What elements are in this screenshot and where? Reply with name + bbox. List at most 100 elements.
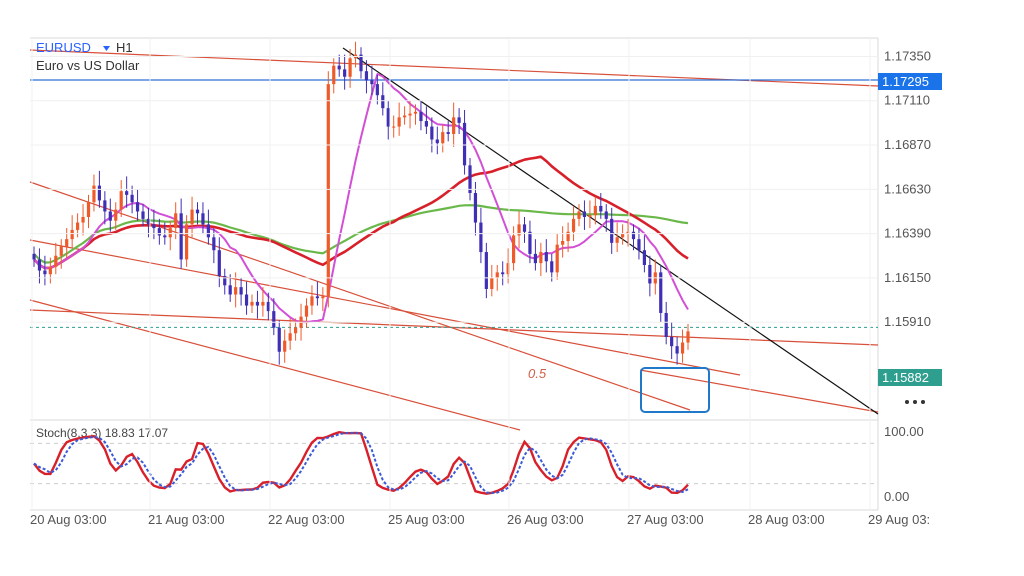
time-tick-label: 27 Aug 03:00 [627, 512, 704, 527]
candle-body [217, 250, 221, 277]
candle-body [593, 205, 597, 216]
candle-body [435, 139, 439, 144]
candle-body [604, 211, 608, 219]
candle-body [479, 222, 483, 253]
candle-body [234, 287, 238, 295]
candle-body [168, 228, 172, 238]
candle-body [430, 126, 434, 140]
candle-body [512, 235, 516, 264]
candle-body [48, 266, 52, 275]
candle-body [212, 237, 216, 251]
time-axis[interactable]: 20 Aug 03:00 21 Aug 03:00 22 Aug 03:00 25 A… [30, 38, 930, 527]
price-tick-label: 1.17350 [884, 48, 931, 63]
candle-body [135, 202, 140, 212]
candle-body [288, 333, 292, 341]
more-dots-icon[interactable] [905, 400, 925, 404]
candle-body [588, 215, 592, 218]
candle-body [283, 340, 287, 352]
candle-body [670, 336, 674, 347]
candle-body [315, 296, 319, 299]
price-tag-resistance-label: 1.17295 [882, 74, 929, 89]
candle-body [250, 301, 254, 306]
candle-body [174, 213, 178, 229]
candle-body [310, 296, 314, 306]
candle-body [610, 218, 614, 243]
candle-body [664, 312, 668, 337]
candle-body [424, 121, 428, 127]
candle-body [337, 65, 341, 70]
highlight-box[interactable] [640, 367, 710, 413]
candle-body [615, 237, 619, 243]
candle-body [359, 54, 363, 72]
candle-body [403, 115, 407, 118]
candle-body [582, 211, 587, 218]
candle-body [473, 193, 478, 223]
candle-body [146, 218, 151, 225]
candle-body [539, 252, 543, 264]
price-tick-label: 1.16870 [884, 137, 931, 152]
channel-line-fib [639, 369, 879, 413]
price-axis[interactable]: 1.17350 1.17110 1.16870 1.16630 1.16390 1.161… [30, 48, 931, 329]
candle-body [364, 71, 369, 81]
candle-body [125, 191, 129, 195]
candle-body [484, 252, 488, 289]
price-tick-label: 1.17110 [884, 93, 930, 108]
candle-body [261, 301, 265, 306]
price-tick-label: 1.16630 [884, 181, 931, 196]
candle-body [386, 108, 390, 127]
candle-body [103, 200, 107, 212]
candle-body [244, 294, 249, 306]
candle-body [81, 217, 85, 223]
candle-body [326, 84, 330, 297]
candle-body [419, 111, 423, 122]
time-tick-label: 25 Aug 03:00 [388, 512, 465, 527]
candle-body [626, 231, 630, 234]
timeframe-label[interactable]: H1 [116, 40, 133, 55]
channel-line-horizontal [29, 309, 879, 346]
candle-body [223, 276, 227, 286]
candle-body [522, 224, 527, 232]
candle-body [255, 301, 260, 306]
time-tick-label: 20 Aug 03:00 [30, 512, 107, 527]
candle-body [206, 224, 210, 238]
candle-body [631, 231, 636, 240]
candle-body [70, 229, 74, 240]
candle-body [555, 244, 559, 273]
candle-body [86, 202, 91, 218]
candle-body [462, 122, 467, 166]
candle-body [195, 209, 200, 214]
channel-line-lower [29, 299, 521, 431]
candle-body [119, 191, 123, 210]
candle-body [141, 211, 145, 219]
candle-body [517, 224, 521, 236]
candle-body [92, 185, 96, 203]
candle-body [550, 261, 554, 273]
candle-body [343, 69, 347, 77]
caret-down-icon[interactable] [103, 46, 110, 51]
candle-body [277, 327, 281, 352]
candle-body [571, 218, 576, 232]
stoch-d-line [33, 431, 689, 495]
candle-body [577, 211, 581, 219]
candle-body [190, 209, 194, 225]
candle-body [506, 263, 510, 275]
stoch-tick-0: 0.00 [884, 489, 909, 504]
candle-body [381, 95, 385, 109]
price-tag-last-label: 1.15882 [882, 370, 929, 385]
instrument-description: Euro vs US Dollar [36, 58, 140, 73]
candle-body [163, 235, 167, 238]
candle-body [179, 213, 183, 260]
candle-body [642, 250, 646, 265]
candle-body [97, 185, 101, 201]
candle-body [408, 113, 412, 116]
symbol-label[interactable]: EURUSD [36, 40, 91, 55]
time-tick-label: 22 Aug 03:00 [268, 512, 345, 527]
candle-body [114, 209, 118, 221]
candle-body [76, 222, 80, 230]
stochastic-label: Stoch(8,3,3) 18.83 17.07 [36, 426, 168, 440]
channel-line-mid [29, 239, 741, 376]
candle-body [157, 228, 161, 236]
candle-body [621, 233, 625, 238]
candle-body [490, 277, 494, 289]
